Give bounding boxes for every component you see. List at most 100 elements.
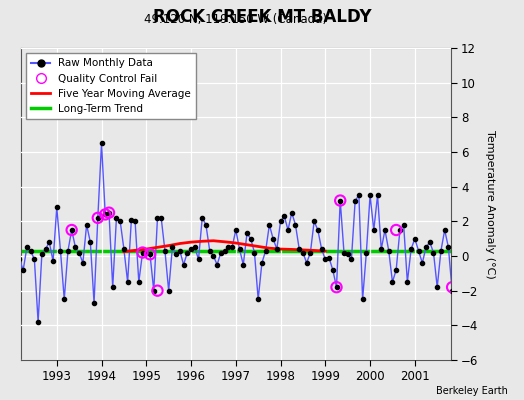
Point xyxy=(418,260,427,266)
Point xyxy=(407,246,416,252)
Point xyxy=(176,248,184,254)
Point xyxy=(75,249,83,256)
Point xyxy=(344,251,352,258)
Point xyxy=(60,296,69,302)
Point xyxy=(183,249,191,256)
Point xyxy=(232,227,240,233)
Point xyxy=(340,249,348,256)
Point xyxy=(221,248,229,254)
Point xyxy=(276,218,285,224)
Legend: Raw Monthly Data, Quality Control Fail, Five Year Moving Average, Long-Term Tren: Raw Monthly Data, Quality Control Fail, … xyxy=(26,53,196,119)
Point xyxy=(310,218,318,224)
Point xyxy=(8,232,16,238)
Point xyxy=(27,248,35,254)
Point xyxy=(86,239,94,245)
Point xyxy=(154,215,162,221)
Point xyxy=(116,218,124,224)
Point xyxy=(291,222,300,228)
Point xyxy=(105,210,113,216)
Point xyxy=(436,248,445,254)
Point xyxy=(105,210,113,216)
Point xyxy=(336,197,344,204)
Point xyxy=(318,246,326,252)
Point xyxy=(224,244,233,250)
Point xyxy=(12,249,20,256)
Point xyxy=(217,249,225,256)
Point xyxy=(366,192,374,198)
Point xyxy=(146,251,154,258)
Point xyxy=(161,248,169,254)
Point xyxy=(358,296,367,302)
Point xyxy=(433,284,441,290)
Point xyxy=(142,249,150,256)
Point xyxy=(119,246,128,252)
Point xyxy=(213,262,221,268)
Point xyxy=(295,246,303,252)
Point xyxy=(179,262,188,268)
Point xyxy=(258,260,266,266)
Point xyxy=(362,249,370,256)
Point xyxy=(246,236,255,242)
Point xyxy=(441,227,449,233)
Point xyxy=(329,267,337,273)
Point xyxy=(38,251,46,258)
Point xyxy=(385,248,393,254)
Point xyxy=(403,279,411,285)
Text: Berkeley Earth: Berkeley Earth xyxy=(436,386,508,396)
Text: ROCK CREEK MT BALDY: ROCK CREEK MT BALDY xyxy=(152,8,372,26)
Point xyxy=(235,246,244,252)
Point xyxy=(396,227,404,233)
Point xyxy=(149,288,158,294)
Point xyxy=(168,244,177,250)
Point xyxy=(448,284,456,290)
Point xyxy=(94,215,102,221)
Point xyxy=(112,215,121,221)
Point xyxy=(452,284,460,290)
Point xyxy=(280,213,289,219)
Point xyxy=(314,227,322,233)
Point xyxy=(135,279,143,285)
Point xyxy=(321,256,330,263)
Point xyxy=(146,251,154,258)
Y-axis label: Temperature Anomaly (°C): Temperature Anomaly (°C) xyxy=(485,130,495,278)
Point xyxy=(336,197,344,204)
Point xyxy=(377,246,386,252)
Point xyxy=(205,248,214,254)
Point xyxy=(239,262,247,268)
Point xyxy=(49,258,57,264)
Point xyxy=(284,227,292,233)
Point xyxy=(399,222,408,228)
Point xyxy=(68,227,76,233)
Point xyxy=(94,215,102,221)
Point xyxy=(332,284,341,290)
Point xyxy=(392,267,400,273)
Point xyxy=(306,249,314,256)
Point xyxy=(41,246,50,252)
Point xyxy=(261,248,270,254)
Point xyxy=(15,256,24,263)
Point xyxy=(108,284,117,290)
Point xyxy=(157,215,166,221)
Point xyxy=(388,279,397,285)
Point xyxy=(101,211,110,218)
Point xyxy=(265,222,274,228)
Point xyxy=(369,227,378,233)
Point xyxy=(52,204,61,211)
Point xyxy=(347,256,356,263)
Point xyxy=(429,249,438,256)
Point xyxy=(228,244,236,250)
Point xyxy=(332,284,341,290)
Point xyxy=(64,248,72,254)
Point xyxy=(209,253,217,259)
Point xyxy=(68,227,76,233)
Point xyxy=(302,260,311,266)
Point xyxy=(374,192,382,198)
Point xyxy=(254,296,263,302)
Point xyxy=(101,211,110,218)
Point xyxy=(448,288,456,294)
Point xyxy=(82,222,91,228)
Point xyxy=(325,254,333,261)
Point xyxy=(422,244,430,250)
Point xyxy=(198,215,206,221)
Point xyxy=(127,216,136,223)
